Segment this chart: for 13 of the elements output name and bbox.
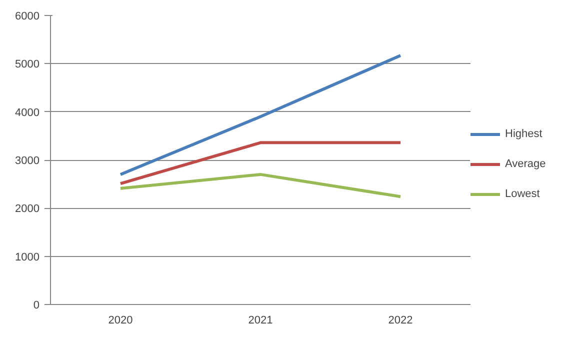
y-tick-label: 4000 — [15, 106, 40, 119]
y-tick-label: 5000 — [15, 58, 40, 71]
y-tick-label: 6000 — [15, 10, 40, 22]
y-tick-label: 3000 — [15, 155, 40, 167]
y-tick-label: 1000 — [15, 251, 40, 264]
y-tick-label: 0 — [33, 300, 40, 312]
y-tick-label: 2000 — [15, 203, 40, 216]
x-tick-label: 2020 — [108, 314, 133, 326]
x-tick-label: 2021 — [248, 314, 273, 326]
legend-label: Highest — [505, 128, 542, 140]
legend-label: Average — [505, 158, 546, 170]
legend-label: Lowest — [505, 188, 540, 200]
x-tick-label: 2022 — [388, 314, 413, 326]
